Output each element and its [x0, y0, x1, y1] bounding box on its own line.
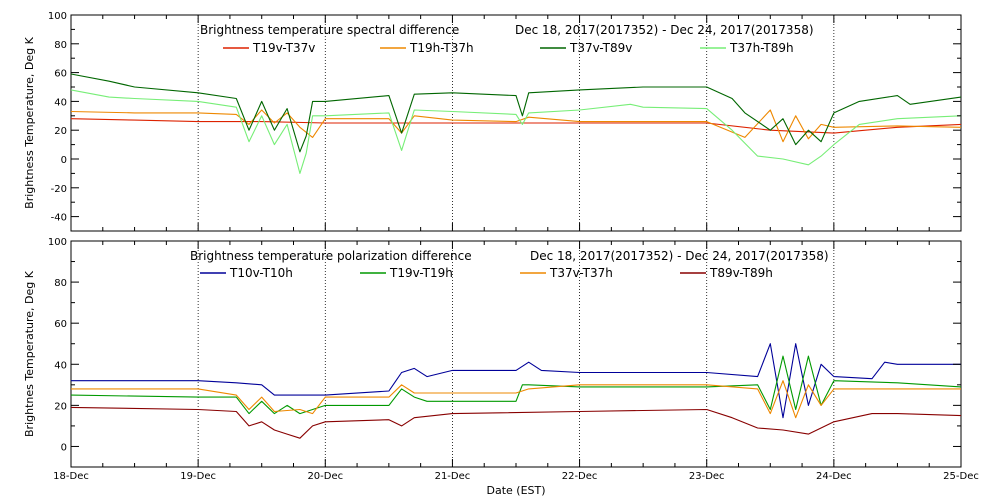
y-axis-label: Brightnes Temperature, Deg K [23, 270, 36, 437]
series-line-t19v-t37v [70, 118, 962, 134]
x-axis-label: Date (EST) [486, 484, 545, 497]
y-tick-label: 40 [54, 97, 67, 108]
legend-label-t37v-t89v: T37v-T89v [569, 41, 632, 55]
x-tick-label: 20-Dec [307, 471, 343, 482]
y-tick-label: 20 [54, 401, 67, 412]
series-line-t37h-t89h [70, 89, 962, 174]
legend-label-t89v-t89h: T89v-T89h [709, 266, 773, 280]
series-line-t89v-t89h [70, 406, 962, 439]
x-tick-label: 18-Dec [53, 471, 89, 482]
y-tick-label: 80 [54, 40, 67, 51]
legend-label-t37h-t89h: T37h-T89h [729, 41, 794, 55]
chart-title: Brightness temperature polarization diff… [190, 249, 472, 263]
chart-date-range: Dec 18, 2017(2017352) - Dec 24, 2017(201… [530, 249, 829, 263]
y-axis-label: Brightness Temperature, Deg K [23, 36, 36, 208]
y-tick-labels: -40 -20 0 20 40 60 80 100 [48, 11, 67, 224]
grid-lines [197, 15, 835, 231]
legend-label-t19v-t37v: T19v-T37v [252, 41, 315, 55]
chart-date-range: Dec 18, 2017(2017352) - Dec 24, 2017(201… [515, 23, 814, 37]
legend-label-t19v-t19h: T19v-T19h [389, 266, 453, 280]
panel-spectral-difference: -40 -20 0 20 40 60 80 100 Brightness temperatur… [23, 11, 962, 232]
x-tick-labels: 18-Dec 19-Dec 20-Dec 21-Dec 22-Dec 23-Dec 24-D… [53, 471, 979, 482]
y-tick-labels: 0 20 40 60 80 100 [48, 237, 67, 453]
chart-title: Brightness temperature spectral differen… [200, 23, 459, 37]
series-line-t10v-t10h [71, 343, 961, 419]
series-line-t37v-t37h [71, 380, 961, 419]
y-tick-label: 100 [48, 11, 67, 22]
x-tick-label: 23-Dec [689, 471, 725, 482]
plot-frame [70, 240, 962, 468]
x-tick-label: 19-Dec [180, 471, 216, 482]
y-tick-label: 0 [61, 155, 67, 166]
legend-label-t10v-t10h: T10v-T10h [229, 266, 293, 280]
y-tick-label: 100 [48, 237, 67, 248]
x-tick-label: 24-Dec [816, 471, 852, 482]
legend: T10v-T10h T19v-T19h T37v-T37h T89v-T89h [200, 266, 773, 280]
y-tick-label: -40 [51, 213, 67, 224]
x-tick-label: 22-Dec [562, 471, 598, 482]
legend-label-t37v-t37h: T37v-T37h [549, 266, 613, 280]
legend: T19v-T37v T19h-T37h T37v-T89v T37h-T89h [223, 41, 794, 55]
series-line-t19h-t37h [70, 109, 962, 143]
series-line-t19v-t19h [70, 355, 962, 415]
panel-polarization-difference: 0 20 40 60 80 100 Brightness temperature pola… [23, 237, 962, 468]
y-tick-label: 60 [54, 319, 67, 330]
x-tick-label: 21-Dec [435, 471, 471, 482]
series-layer [70, 73, 962, 174]
y-tick-label: 60 [54, 69, 67, 80]
y-tick-label: 20 [54, 126, 67, 137]
x-tick-label: 25-Dec [943, 471, 979, 482]
axis-ticks [70, 14, 962, 232]
y-tick-label: 80 [54, 278, 67, 289]
y-tick-label: 40 [54, 360, 67, 371]
y-tick-label: -20 [51, 184, 67, 195]
series-line-t37v-t89v [70, 73, 962, 153]
series-layer [70, 343, 962, 439]
axis-ticks [70, 240, 962, 468]
y-tick-label: 0 [61, 442, 67, 453]
legend-label-t19h-t37h: T19h-T37h [409, 41, 474, 55]
